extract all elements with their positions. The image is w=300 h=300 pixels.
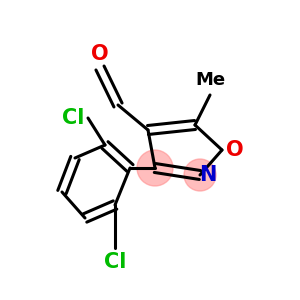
Text: O: O xyxy=(91,44,109,64)
Text: O: O xyxy=(226,140,244,160)
Text: Cl: Cl xyxy=(104,252,126,272)
Text: Me: Me xyxy=(195,71,225,89)
Text: Cl: Cl xyxy=(61,108,84,128)
Text: N: N xyxy=(199,165,217,185)
Ellipse shape xyxy=(184,159,216,191)
Ellipse shape xyxy=(137,150,173,186)
